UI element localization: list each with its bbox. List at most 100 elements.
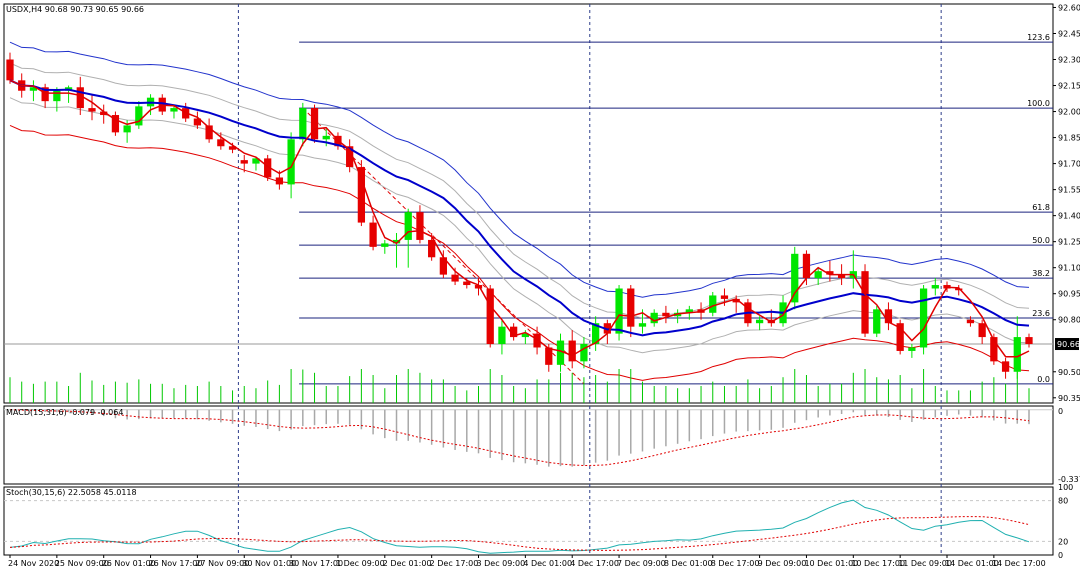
candle-body bbox=[709, 295, 717, 313]
candle bbox=[966, 316, 975, 327]
candle-body bbox=[791, 253, 799, 303]
candle bbox=[826, 260, 834, 282]
x-tick-label-20: 14 Dec 01:00 bbox=[945, 559, 999, 568]
x-tick-label-16: 9 Dec 09:00 bbox=[758, 559, 807, 568]
fib-level-label-6: 0.0 bbox=[1037, 375, 1050, 384]
candle-body bbox=[486, 288, 494, 345]
candle-body bbox=[392, 239, 401, 244]
candle-body bbox=[53, 90, 61, 102]
fib-level-label-1: 100.0 bbox=[1027, 99, 1050, 108]
candle-body bbox=[264, 158, 272, 178]
candle-body bbox=[111, 115, 120, 133]
candle bbox=[100, 104, 108, 124]
candle bbox=[861, 264, 869, 338]
candle-body bbox=[650, 312, 658, 324]
candle-body bbox=[814, 271, 822, 279]
candle-body bbox=[100, 111, 108, 116]
x-tick-label-7: 1 Dec 09:00 bbox=[336, 559, 385, 568]
candle bbox=[346, 139, 354, 173]
candle-body bbox=[228, 146, 237, 150]
panel-frame-0 bbox=[3, 3, 1054, 404]
candle-body bbox=[908, 347, 916, 351]
price-tick-label-2: 92.30 bbox=[1058, 56, 1080, 65]
candle bbox=[931, 278, 939, 296]
candle-body bbox=[41, 87, 49, 102]
candle bbox=[88, 94, 96, 121]
candle-body bbox=[310, 108, 319, 140]
macd-axis-top: 0 bbox=[1058, 407, 1063, 416]
candle-body bbox=[861, 271, 869, 334]
current-price-label: 90.66 bbox=[1057, 340, 1080, 349]
price-tick-label-15: 90.35 bbox=[1058, 394, 1080, 403]
x-tick-label-10: 3 Dec 09:00 bbox=[477, 559, 526, 568]
candle-body bbox=[428, 239, 436, 258]
price-tick-label-11: 90.95 bbox=[1058, 290, 1080, 299]
candle bbox=[135, 101, 143, 129]
candle bbox=[381, 239, 389, 254]
x-tick-label-2: 26 Nov 01:00 bbox=[102, 559, 156, 568]
x-tick-label-12: 4 Dec 17:00 bbox=[570, 559, 619, 568]
x-tick-label-0: 24 Nov 2020 bbox=[8, 559, 59, 568]
candle bbox=[252, 156, 260, 171]
candle bbox=[627, 285, 635, 338]
x-tick-label-15: 8 Dec 17:00 bbox=[711, 559, 760, 568]
candle bbox=[287, 132, 295, 199]
lower-envelope-outer bbox=[9, 124, 1030, 381]
candle-body bbox=[955, 288, 963, 291]
candle-body bbox=[29, 87, 38, 91]
candle bbox=[978, 319, 986, 345]
grid-layer bbox=[3, 3, 1054, 556]
candle-body bbox=[837, 274, 846, 279]
candle-body bbox=[252, 158, 260, 164]
candle bbox=[755, 316, 764, 331]
price-tick-label-10: 91.10 bbox=[1058, 264, 1080, 273]
candle bbox=[510, 323, 518, 341]
candle bbox=[662, 305, 670, 324]
stoch-tick-3: 0 bbox=[1058, 551, 1063, 560]
price-tick-label-4: 92.00 bbox=[1058, 108, 1080, 117]
lower-envelope-inner bbox=[9, 97, 1030, 354]
fib-level-label-0: 123.6 bbox=[1027, 33, 1050, 42]
candle-body bbox=[966, 319, 975, 324]
candle bbox=[357, 160, 366, 227]
candle-body bbox=[802, 253, 811, 279]
candle-body bbox=[521, 333, 529, 338]
panel-frame-2 bbox=[3, 486, 1054, 556]
macd-axis-bottom: -0.337 bbox=[1058, 475, 1080, 484]
stoch-tick-0: 100 bbox=[1058, 483, 1073, 492]
candle-body bbox=[755, 319, 764, 324]
x-tick-label-4: 27 Nov 09:00 bbox=[195, 559, 249, 568]
candle-body bbox=[346, 146, 354, 168]
candle bbox=[29, 80, 38, 102]
price-tick-label-1: 92.45 bbox=[1058, 29, 1080, 38]
candle-body bbox=[510, 326, 518, 338]
candle-body bbox=[439, 257, 447, 275]
candle-body bbox=[615, 288, 623, 334]
fib-level-label-4: 38.2 bbox=[1032, 269, 1050, 278]
candle-body bbox=[463, 281, 471, 286]
price-tick-label-9: 91.25 bbox=[1058, 238, 1080, 247]
price-tick-label-5: 91.85 bbox=[1058, 134, 1080, 143]
current-price-box bbox=[1055, 338, 1079, 351]
x-tick-label-19: 11 Dec 09:00 bbox=[898, 559, 952, 568]
candle-body bbox=[685, 309, 693, 313]
stoch-main-line bbox=[9, 499, 1030, 554]
x-tick-label-18: 10 Dec 17:00 bbox=[851, 559, 905, 568]
candle bbox=[814, 267, 822, 286]
x-tick-label-9: 2 Dec 17:00 bbox=[430, 559, 479, 568]
upper-envelope-inner bbox=[9, 62, 1030, 319]
price-tick-label-8: 91.40 bbox=[1058, 212, 1080, 221]
candle bbox=[791, 246, 799, 310]
candle-body bbox=[662, 312, 670, 317]
candle-body bbox=[474, 285, 483, 289]
candle bbox=[896, 319, 904, 355]
candle-body bbox=[720, 295, 729, 299]
price-tick-label-0: 92.60 bbox=[1058, 3, 1080, 12]
x-tick-label-1: 25 Nov 09:00 bbox=[55, 559, 109, 568]
candle bbox=[568, 330, 576, 369]
x-tick-label-21: 14 Dec 17:00 bbox=[992, 559, 1046, 568]
candle bbox=[650, 309, 658, 327]
candle bbox=[615, 285, 623, 341]
slow-moving-average bbox=[9, 79, 1030, 337]
